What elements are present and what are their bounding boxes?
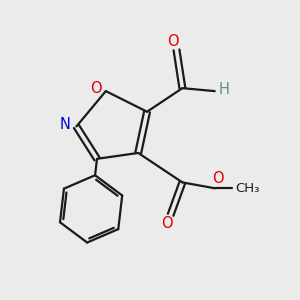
Text: O: O: [212, 171, 224, 186]
Text: N: N: [60, 118, 70, 133]
Text: H: H: [218, 82, 229, 97]
Text: CH₃: CH₃: [236, 182, 260, 195]
Text: O: O: [167, 34, 179, 49]
Text: O: O: [90, 81, 101, 96]
Text: O: O: [161, 216, 173, 231]
